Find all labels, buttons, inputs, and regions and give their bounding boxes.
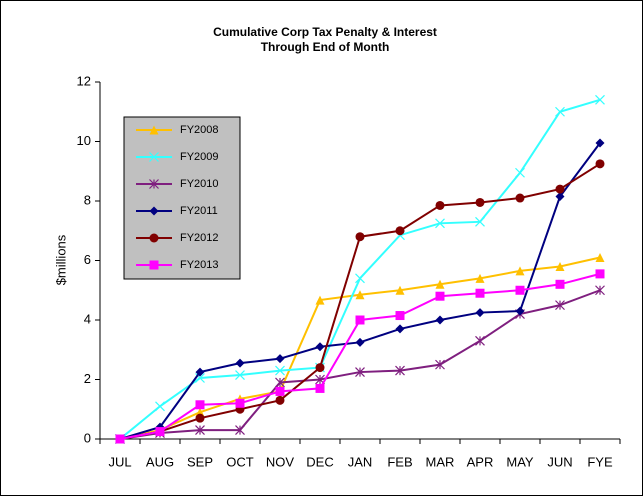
data-point [475, 308, 485, 318]
data-point [555, 192, 565, 202]
data-point [555, 106, 565, 117]
x-tick-label: JUN [547, 454, 572, 469]
data-point [355, 315, 365, 325]
x-tick-label: JUL [108, 454, 131, 469]
data-point [195, 413, 205, 423]
x-tick-label: AUG [146, 454, 174, 469]
data-point [515, 306, 525, 316]
legend-marker [149, 179, 159, 189]
x-tick-label: APR [467, 454, 494, 469]
data-point [395, 365, 405, 376]
y-tick-label: 4 [84, 311, 91, 326]
data-point [315, 383, 325, 393]
data-point [235, 370, 245, 380]
data-point [275, 365, 285, 376]
data-point [595, 253, 605, 263]
data-point [155, 401, 165, 412]
data-point [395, 285, 405, 295]
x-tick-label: DEC [306, 454, 333, 469]
data-point [475, 288, 485, 298]
data-point [115, 434, 125, 444]
data-point [275, 354, 285, 364]
data-point [355, 337, 365, 347]
data-point [355, 273, 365, 284]
data-point [355, 290, 365, 300]
y-axis-label: $millions [53, 234, 68, 285]
legend-label: FY2010 [180, 178, 219, 190]
data-point [435, 218, 445, 229]
data-point [475, 216, 485, 227]
legend-marker [149, 260, 159, 270]
data-point [315, 342, 325, 352]
data-point [555, 261, 565, 271]
data-point [475, 197, 485, 207]
x-tick-label: NOV [266, 454, 295, 469]
data-point [475, 273, 485, 283]
data-point [195, 425, 205, 435]
data-point [595, 138, 605, 148]
data-point [515, 266, 525, 276]
legend-marker [149, 206, 159, 216]
data-point [515, 193, 525, 203]
data-point [555, 300, 565, 311]
y-tick-label: 12 [77, 73, 91, 88]
data-point [555, 184, 565, 194]
data-point [555, 279, 565, 289]
y-tick-label: 8 [84, 192, 91, 207]
legend-label: FY2013 [180, 259, 219, 271]
data-point [515, 167, 525, 178]
legend-label: FY2008 [180, 124, 219, 136]
chart-title: Through End of Month [261, 40, 390, 54]
data-point [315, 295, 325, 305]
legend-label: FY2011 [180, 205, 218, 217]
data-point [395, 311, 405, 321]
data-point [435, 200, 445, 210]
data-point [595, 269, 605, 279]
y-tick-label: 0 [84, 430, 91, 445]
x-tick-label: MAR [426, 454, 455, 469]
legend-marker [149, 233, 159, 243]
x-tick-label: SEP [187, 454, 213, 469]
x-tick-label: FYE [587, 454, 613, 469]
data-point [195, 400, 205, 410]
data-point [395, 324, 405, 334]
y-tick-label: 6 [84, 252, 91, 267]
data-point [355, 367, 365, 377]
data-point [595, 94, 605, 105]
data-point [275, 395, 285, 405]
data-point [235, 398, 245, 408]
data-point [515, 285, 525, 295]
data-point [595, 159, 605, 169]
data-point [315, 363, 325, 373]
legend-label: FY2009 [180, 151, 219, 163]
chart-title: Cumulative Corp Tax Penalty & Interest [213, 25, 437, 39]
data-point [435, 291, 445, 301]
data-point [235, 425, 245, 435]
data-point [435, 359, 445, 370]
data-point [275, 377, 285, 388]
x-tick-label: FEB [387, 454, 412, 469]
data-point [475, 335, 485, 346]
data-point [195, 367, 205, 377]
data-point [595, 285, 605, 296]
data-point [435, 279, 445, 289]
data-point [435, 315, 445, 325]
data-point [275, 386, 285, 396]
x-tick-label: JAN [348, 454, 373, 469]
x-tick-label: OCT [226, 454, 254, 469]
legend-marker [149, 152, 159, 162]
y-tick-label: 10 [77, 133, 91, 148]
data-point [355, 232, 365, 242]
data-point [395, 226, 405, 236]
data-point [235, 358, 245, 368]
data-point [155, 427, 165, 437]
x-tick-label: MAY [506, 454, 534, 469]
legend [123, 116, 241, 280]
legend-label: FY2012 [180, 232, 219, 244]
legend-marker [149, 125, 159, 135]
y-tick-label: 2 [84, 371, 91, 386]
